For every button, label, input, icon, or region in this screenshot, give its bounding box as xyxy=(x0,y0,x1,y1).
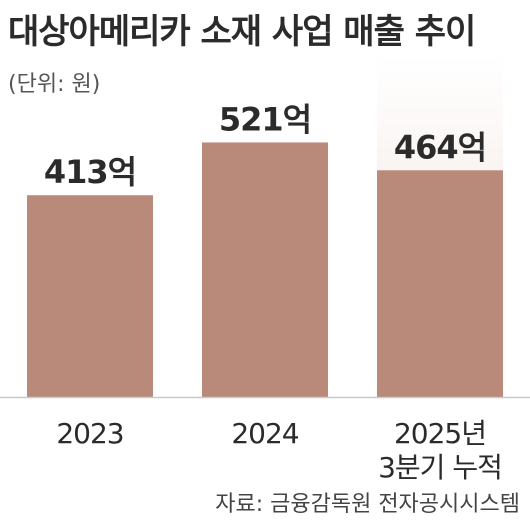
category-label-0: 2023 xyxy=(56,417,123,450)
chart-title: 대상아메리카 소재 사업 매출 추이 xyxy=(8,12,476,52)
source-note: 자료: 금융감독원 전자공시시스템 xyxy=(215,492,520,517)
category-label-2: 2025년 3분기 누적 xyxy=(378,417,502,484)
unit-note: (단위: 원) xyxy=(8,72,101,97)
value-label-2: 464억 xyxy=(394,128,486,166)
value-label-0: 413억 xyxy=(44,153,136,191)
bar-2 xyxy=(377,170,503,397)
value-label-1: 521억 xyxy=(219,100,311,138)
category-label-1: 2024 xyxy=(231,417,298,450)
bar-1 xyxy=(202,142,328,397)
bar-0 xyxy=(27,195,153,397)
